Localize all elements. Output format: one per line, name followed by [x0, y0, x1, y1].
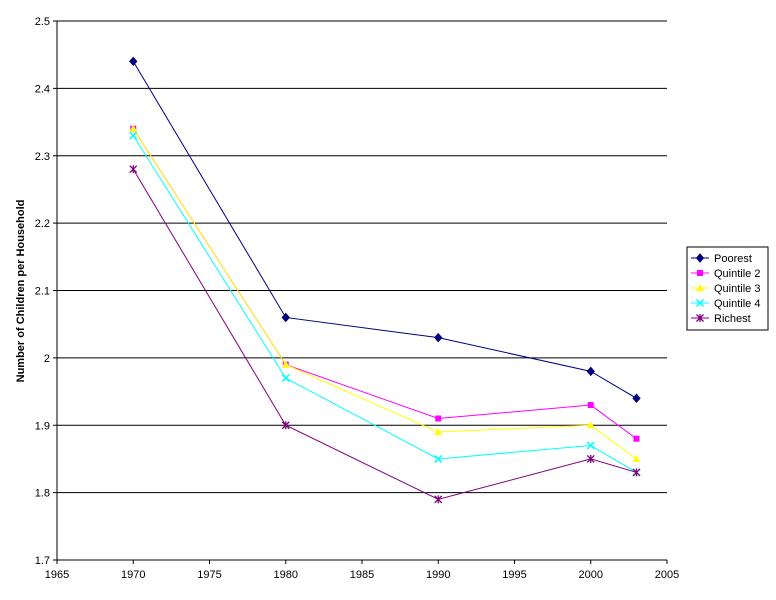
x-tick-label: 2005	[655, 569, 679, 581]
legend: Poorest Quintile 2 Quintile 3 Quintile 4 Ric…	[686, 246, 769, 331]
series-poorest	[129, 56, 641, 404]
data-point-quintile-4	[434, 454, 443, 463]
legend-item-quintile-2: Quintile 2	[691, 268, 760, 280]
y-tick-label: 2.1	[35, 286, 50, 298]
data-point-poorest	[434, 332, 443, 343]
data-point-quintile-3	[129, 124, 138, 132]
series-line-quintile-3	[132, 128, 637, 460]
series-quintile-3	[129, 124, 641, 462]
data-point-quintile-3	[586, 421, 595, 429]
y-axis-title: Number of Children per Household	[15, 200, 27, 383]
data-point-quintile-2	[435, 415, 442, 422]
y-tick-label: 1.9	[35, 420, 50, 432]
series-quintile-4	[129, 131, 641, 477]
axes: 1.7 1.8 1.9 2 2.1 2.2 2.3 2.4 2.5 1965 1970 1975 198…	[35, 16, 680, 581]
data-point-poorest	[129, 56, 138, 67]
x-tick-label: 2000	[579, 569, 603, 581]
data-point-richest	[586, 454, 595, 463]
x-tick-label: 1990	[426, 569, 450, 581]
legend-label: Quintile 2	[714, 268, 760, 280]
y-tick-label: 2.5	[35, 16, 50, 28]
legend-marker	[695, 298, 705, 308]
y-tick-label: 2.3	[35, 151, 50, 163]
data-point-quintile-3	[632, 454, 641, 462]
series-richest	[129, 165, 641, 504]
x-tick-label: 1975	[197, 569, 221, 581]
legend-label: Poorest	[714, 253, 752, 265]
legend-item-quintile-3: Quintile 3	[691, 283, 760, 295]
data-point-richest	[129, 165, 138, 174]
data-point-quintile-4	[129, 131, 138, 140]
series-line-richest	[132, 168, 637, 500]
y-tick-label: 2.2	[35, 218, 50, 230]
y-tick-label: 1.7	[35, 555, 50, 567]
x-tick-label: 1965	[45, 569, 69, 581]
gridlines	[57, 20, 667, 494]
legend-label: Quintile 3	[714, 283, 760, 295]
legend-marker	[696, 314, 704, 322]
data-point-poorest	[281, 312, 290, 323]
series-line-quintile-2	[132, 128, 637, 440]
y-tick-label: 1.8	[35, 488, 50, 500]
series-lines	[129, 56, 641, 504]
data-point-quintile-2	[587, 402, 594, 409]
data-point-quintile-2	[633, 435, 640, 442]
series-line-poorest	[132, 61, 637, 399]
legend-item-richest: Richest	[691, 313, 751, 325]
legend-marker	[695, 253, 705, 263]
data-point-quintile-3	[281, 360, 290, 368]
data-point-quintile-3	[434, 427, 443, 435]
x-tick-label: 1970	[121, 569, 145, 581]
data-point-poorest	[586, 366, 595, 377]
y-tick-label: 2.4	[35, 83, 50, 95]
data-point-quintile-4	[281, 374, 290, 383]
y-tick-label: 2	[44, 353, 50, 365]
x-tick-label: 1995	[502, 569, 526, 581]
data-point-richest	[434, 495, 443, 504]
data-point-richest	[632, 468, 641, 477]
x-tick-label: 1980	[274, 569, 298, 581]
legend-item-quintile-4: Quintile 4	[691, 298, 760, 310]
legend-marker	[697, 270, 703, 276]
legend-label: Quintile 4	[714, 298, 760, 310]
legend-marker	[696, 284, 704, 291]
series-line-quintile-4	[132, 135, 637, 473]
data-point-richest	[281, 421, 290, 430]
legend-label: Richest	[714, 313, 751, 325]
legend-item-poorest: Poorest	[691, 253, 752, 265]
data-point-quintile-4	[586, 441, 595, 450]
x-tick-label: 1985	[350, 569, 374, 581]
data-point-poorest	[632, 393, 641, 404]
series-quintile-2	[130, 125, 640, 442]
